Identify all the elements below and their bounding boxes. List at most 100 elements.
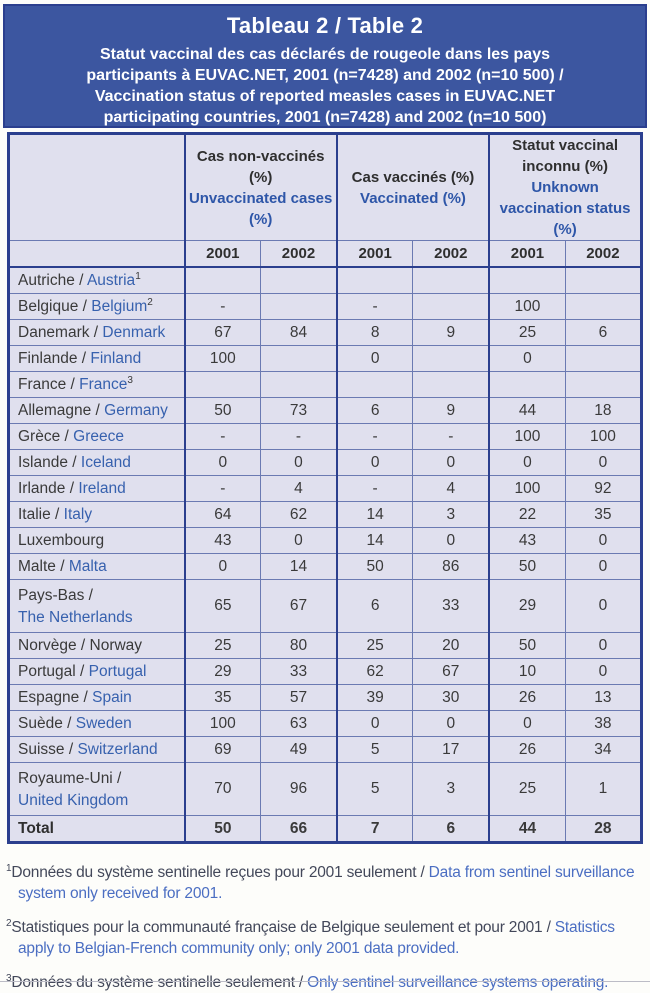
group-label-en: Unknown vaccination status (%) bbox=[499, 179, 631, 238]
value-cell bbox=[564, 293, 643, 320]
country-name-en: Denmark bbox=[102, 323, 166, 341]
value-cell: 34 bbox=[564, 736, 643, 763]
value-cell: 14 bbox=[260, 553, 338, 580]
value-cell bbox=[260, 266, 338, 294]
value-cell: 44 bbox=[488, 397, 566, 424]
year-header: 2002 bbox=[564, 240, 643, 268]
country-name-en: United Kingdom bbox=[18, 792, 129, 809]
table-row: Portugal / Portugal 29 33 62 67 10 0 bbox=[8, 658, 643, 685]
footnote-sup: 3 bbox=[6, 973, 12, 985]
value-cell: 0 bbox=[488, 345, 566, 372]
value-cell: - bbox=[335, 475, 414, 502]
value-cell: 10 bbox=[488, 658, 566, 685]
value-cell: 62 bbox=[335, 658, 414, 685]
value-cell: 100 bbox=[183, 710, 262, 737]
country-cell: Autriche / Austria1 bbox=[8, 266, 185, 294]
country-cell: Danemark / Denmark bbox=[8, 319, 185, 346]
subtitle-line: Statut vaccinal des cas déclarés de roug… bbox=[100, 46, 550, 63]
footnote-2: 2Statistiques pour la communauté françai… bbox=[6, 913, 641, 959]
value-cell: 33 bbox=[412, 579, 490, 633]
value-cell: 17 bbox=[412, 736, 490, 763]
value-cell: 49 bbox=[260, 736, 338, 763]
country-name-fr: Espagne / bbox=[18, 688, 93, 706]
value-cell: 70 bbox=[183, 762, 262, 816]
table-row: Islande / Iceland 0 0 0 0 0 0 bbox=[8, 449, 643, 476]
value-cell: 50 bbox=[488, 553, 566, 580]
value-cell: 8 bbox=[335, 319, 414, 346]
value-cell: 0 bbox=[564, 579, 643, 633]
total-row: Total 50 66 7 6 44 28 bbox=[8, 815, 643, 843]
total-label: Total bbox=[8, 815, 185, 843]
value-cell: 5 bbox=[335, 762, 414, 816]
value-cell bbox=[412, 293, 490, 320]
value-cell: 3 bbox=[412, 501, 490, 528]
country-header-cell bbox=[8, 133, 185, 241]
country-name-fr: Islande / bbox=[18, 453, 81, 471]
value-cell: 100 bbox=[564, 423, 643, 450]
value-cell: 0 bbox=[564, 449, 643, 476]
value-cell: 43 bbox=[488, 527, 566, 554]
value-cell: 30 bbox=[412, 684, 490, 711]
country-name-en: The Netherlands bbox=[18, 609, 133, 626]
country-name-fr: France / bbox=[18, 375, 80, 393]
country-cell: Malte / Malta bbox=[8, 553, 185, 580]
value-cell: 100 bbox=[183, 345, 262, 372]
group-header-vaccinated: Cas vaccinés (%) Vaccinated (%) bbox=[335, 133, 490, 241]
value-cell bbox=[260, 371, 338, 398]
table-row: Italie / Italy 64 62 14 3 22 35 bbox=[8, 501, 643, 528]
value-cell: 0 bbox=[488, 710, 566, 737]
value-cell: 100 bbox=[488, 475, 566, 502]
country-name-fr: Irlande / bbox=[18, 479, 79, 497]
country-name-fr: Norvège / Norway bbox=[18, 636, 143, 654]
value-cell: 6 bbox=[335, 579, 414, 633]
country-name-en: Greece bbox=[73, 427, 124, 445]
country-name-fr: Autriche / bbox=[18, 271, 87, 289]
group-label-en: Vaccinated (%) bbox=[360, 189, 466, 207]
value-cell: 3 bbox=[412, 762, 490, 816]
value-cell bbox=[564, 266, 643, 294]
value-cell: 20 bbox=[412, 632, 490, 659]
value-cell: 96 bbox=[260, 762, 338, 816]
footnote-fr: Statistiques pour la communauté français… bbox=[11, 919, 555, 937]
footnote-1: 1Données du système sentinelle reçues po… bbox=[6, 858, 641, 904]
value-cell: 67 bbox=[183, 319, 262, 346]
value-cell: 65 bbox=[183, 579, 262, 633]
value-cell: 0 bbox=[488, 449, 566, 476]
country-cell: Luxembourg bbox=[8, 527, 185, 554]
footnote-fr: Données du système sentinelle reçues pou… bbox=[11, 864, 429, 882]
value-cell: 25 bbox=[488, 762, 566, 816]
year-header: 2001 bbox=[488, 240, 566, 268]
value-cell bbox=[412, 266, 490, 294]
value-cell: 0 bbox=[564, 658, 643, 685]
group-header-unvaccinated: Cas non-vaccinés (%) Unvaccinated cases … bbox=[183, 133, 338, 241]
value-cell: 43 bbox=[183, 527, 262, 554]
value-cell: 5 bbox=[335, 736, 414, 763]
country-cell: Islande / Iceland bbox=[8, 449, 185, 476]
value-cell: 86 bbox=[412, 553, 490, 580]
group-label-fr: Statut vaccinal inconnu (%) bbox=[512, 137, 618, 175]
value-cell: 50 bbox=[335, 553, 414, 580]
footnote-en: Only sentinel surveillance systems opera… bbox=[307, 974, 609, 992]
value-cell: 69 bbox=[183, 736, 262, 763]
value-cell bbox=[412, 371, 490, 398]
value-cell: - bbox=[335, 293, 414, 320]
country-name-fr: Malte / bbox=[18, 557, 69, 575]
footnote-en: Data from sentinel surveillance system o… bbox=[18, 864, 635, 903]
value-cell: 39 bbox=[335, 684, 414, 711]
country-name-fr: Suisse / bbox=[18, 740, 78, 758]
country-name-fr: Suède / bbox=[18, 714, 76, 732]
value-cell bbox=[564, 345, 643, 372]
value-cell: 38 bbox=[564, 710, 643, 737]
value-cell: 0 bbox=[260, 449, 338, 476]
value-cell: 35 bbox=[183, 684, 262, 711]
group-label-fr: Cas non-vaccinés (%) bbox=[196, 147, 325, 186]
value-cell: 0 bbox=[183, 553, 262, 580]
country-name-fr: Grèce / bbox=[18, 427, 74, 445]
country-cell: France / France3 bbox=[8, 371, 185, 398]
table-row: Suisse / Switzerland 69 49 5 17 26 34 bbox=[8, 736, 643, 763]
footnote-fr: Données du système sentinelle seulement … bbox=[11, 974, 308, 992]
country-cell: Allemagne / Germany bbox=[8, 397, 185, 424]
value-cell: 64 bbox=[183, 501, 262, 528]
table-row: Irlande / Ireland -4-4 100 92 bbox=[8, 475, 643, 502]
country-name-en: Germany bbox=[104, 401, 168, 419]
